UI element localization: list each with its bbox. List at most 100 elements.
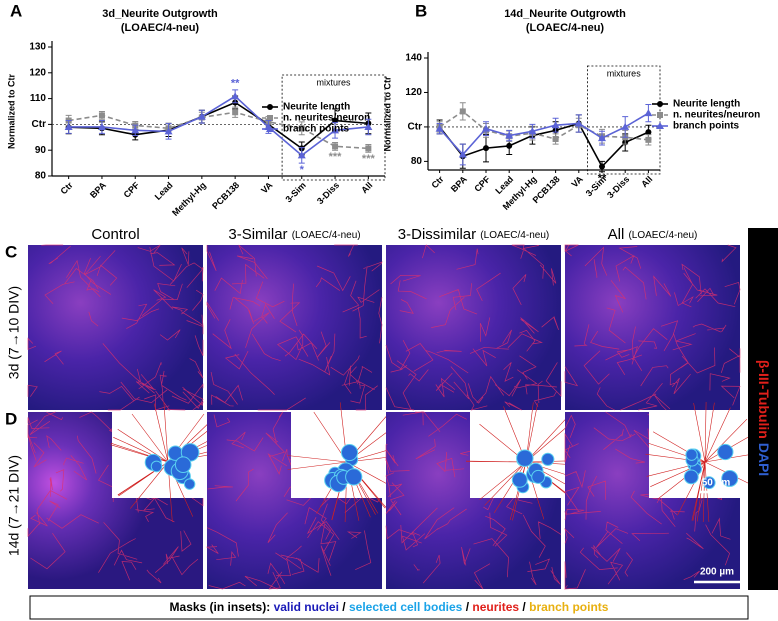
inset-cell <box>511 471 528 488</box>
y-tick-label: 80 <box>411 156 423 167</box>
point <box>267 104 273 110</box>
legend-label: Neurite length <box>283 102 350 113</box>
y-axis-label: Normalized to Ctr <box>382 76 392 152</box>
series-line <box>438 122 649 168</box>
micrograph <box>565 245 740 410</box>
significance: * <box>300 164 305 176</box>
inset-cell <box>541 452 555 466</box>
panel-label: A <box>10 1 22 20</box>
x-tick-label: Lead <box>153 180 175 202</box>
caption-item: selected cell bodies <box>349 600 463 614</box>
inset-cell <box>721 469 739 487</box>
inset-cell <box>702 476 716 490</box>
inset-cell <box>717 443 734 461</box>
legend-label: branch points <box>283 124 350 135</box>
column-title: 3-Similar (LOAEC/4-neu) <box>228 226 360 243</box>
point <box>506 142 513 149</box>
point <box>232 109 239 116</box>
group-label: mixtures <box>317 77 352 87</box>
point <box>332 143 339 150</box>
x-tick-label: BPA <box>88 180 108 200</box>
chart-title: 3d_Neurite Outgrowth <box>102 8 218 20</box>
y-tick-label: Ctr <box>32 119 47 130</box>
point <box>365 145 372 152</box>
chart-subtitle: (LOAEC/4-neu) <box>526 22 605 34</box>
micrograph <box>207 245 382 410</box>
column-title-note: (LOAEC/4-neu) <box>480 230 549 241</box>
column-title-note: (LOAEC/4-neu) <box>292 230 361 241</box>
point <box>98 112 105 119</box>
y-tick-label: 90 <box>35 145 47 156</box>
point <box>657 101 663 107</box>
point <box>505 131 514 139</box>
caption-item: branch points <box>529 600 609 614</box>
column-title-main: Control <box>91 226 139 243</box>
neurites <box>385 244 562 411</box>
point <box>231 92 240 100</box>
y-tick-label: 80 <box>35 171 47 182</box>
x-tick-label: VA <box>259 180 275 196</box>
point <box>331 126 340 134</box>
inset-cell <box>340 443 359 462</box>
caption-separator: / <box>466 600 470 614</box>
x-tick-label: 3-Diss <box>605 174 631 200</box>
caption-prefix: Masks (in insets): <box>170 600 271 614</box>
inset-scale-label: 50 µm <box>702 478 731 489</box>
inset-cell <box>174 456 192 474</box>
point <box>656 122 664 129</box>
point <box>459 108 466 115</box>
column-title-note: (LOAEC/4-neu) <box>628 230 697 241</box>
x-tick-label: BPA <box>449 174 469 194</box>
column-title: All (LOAEC/4-neu) <box>608 226 698 243</box>
point <box>97 122 106 130</box>
legend-label: branch points <box>673 121 740 132</box>
x-tick-label: 3-Sim <box>283 180 307 204</box>
point <box>197 112 206 120</box>
point <box>645 136 652 143</box>
row-label: 3d (7→10 DIV) <box>6 286 22 379</box>
column-title-main: All <box>608 226 625 243</box>
series-line <box>439 110 649 141</box>
point <box>364 122 373 130</box>
inset-cell <box>150 460 163 473</box>
caption: Masks (in insets): valid nuclei / select… <box>170 600 609 614</box>
series-line <box>68 101 369 150</box>
point <box>645 129 652 136</box>
x-tick-label: Ctr <box>58 180 75 197</box>
neurites <box>206 244 383 411</box>
inset-cell <box>531 469 546 484</box>
caption-item: neurites <box>472 600 519 614</box>
series-line <box>68 111 369 150</box>
y-tick-label: 110 <box>30 93 47 104</box>
point <box>332 117 339 124</box>
series-line <box>439 112 649 156</box>
caption-box <box>29 595 749 620</box>
point <box>621 122 630 130</box>
neurites <box>564 244 741 411</box>
chart-title: 14d_Neurite Outgrowth <box>504 8 626 20</box>
column-title: 3-Dissimilar (LOAEC/4-neu) <box>398 226 549 243</box>
point <box>598 134 606 142</box>
x-tick-label: All <box>359 180 374 195</box>
x-tick-label: 3-Diss <box>315 180 341 206</box>
neurites <box>27 244 204 411</box>
point <box>131 126 140 134</box>
significance: ** <box>231 78 240 90</box>
micrograph <box>28 245 203 410</box>
inset-cell <box>183 478 196 490</box>
point <box>552 135 559 142</box>
x-tick-label: All <box>639 174 654 189</box>
group-label: mixtures <box>607 68 642 78</box>
inset-neurites <box>287 402 407 523</box>
y-tick-label: 120 <box>29 67 46 78</box>
y-axis-label: Normalized to Ctr <box>6 74 16 150</box>
chart-subtitle: (LOAEC/4-neu) <box>121 22 200 34</box>
stain-bar <box>748 228 778 590</box>
panel-label: C <box>5 242 17 261</box>
stain-label: β-III-Tubulin DAPI <box>756 360 772 476</box>
scale-label: 200 µm <box>700 567 734 578</box>
group-box <box>587 65 661 175</box>
point <box>435 124 444 132</box>
inset-neurites <box>465 402 587 521</box>
significance: ** <box>598 173 607 185</box>
